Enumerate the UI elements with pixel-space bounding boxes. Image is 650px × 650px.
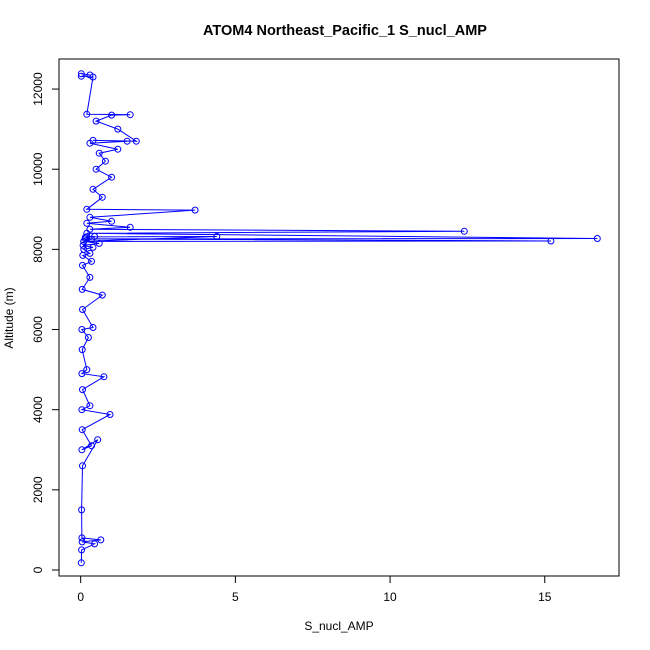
data-point xyxy=(77,559,85,567)
data-point xyxy=(83,205,91,213)
data-point xyxy=(108,173,116,181)
data-point xyxy=(86,249,94,257)
data-point xyxy=(83,219,91,227)
data-point xyxy=(83,366,91,374)
data-point xyxy=(123,137,131,145)
data-point xyxy=(88,257,95,265)
data-point xyxy=(79,261,86,269)
y-tick-label: 12000 xyxy=(31,72,45,106)
data-point xyxy=(95,149,103,157)
data-point xyxy=(89,136,97,144)
data-point xyxy=(89,324,97,331)
data-point xyxy=(126,111,134,119)
x-tick-label: 10 xyxy=(383,590,397,604)
data-point xyxy=(89,243,97,251)
data-point xyxy=(78,285,86,293)
series-layer xyxy=(77,70,601,567)
data-point xyxy=(89,185,97,193)
data-point xyxy=(79,386,86,394)
data-point xyxy=(106,411,114,418)
data-point xyxy=(84,334,92,341)
data-point xyxy=(80,245,88,253)
data-point xyxy=(100,373,108,381)
data-point xyxy=(126,223,134,231)
data-point xyxy=(92,165,100,173)
y-tick-label: 4000 xyxy=(31,396,45,423)
x-tick-label: 5 xyxy=(232,590,239,604)
data-point xyxy=(191,206,199,214)
data-point xyxy=(78,346,86,354)
data-point xyxy=(78,406,86,414)
x-axis: 0 5 10 15 xyxy=(77,575,552,604)
data-point xyxy=(78,426,86,434)
data-point xyxy=(108,217,116,225)
data-point xyxy=(97,536,105,544)
data-point xyxy=(92,117,100,125)
data-point xyxy=(78,370,86,378)
data-point xyxy=(132,137,140,145)
data-point xyxy=(78,506,86,514)
data-point xyxy=(101,157,109,165)
data-point xyxy=(593,235,601,242)
data-point xyxy=(114,145,122,153)
data-point xyxy=(95,239,103,247)
data-point xyxy=(78,446,86,454)
data-point xyxy=(79,241,87,249)
y-tick-label: 10000 xyxy=(31,152,45,186)
data-point xyxy=(78,326,86,333)
data-point xyxy=(86,402,94,410)
data-point xyxy=(91,540,99,548)
data-point xyxy=(91,233,99,240)
data-point xyxy=(78,546,86,554)
data-point xyxy=(78,534,86,542)
data-point xyxy=(98,291,106,299)
data-point xyxy=(86,213,94,221)
data-point xyxy=(88,442,95,450)
data-point xyxy=(213,233,221,240)
data-point xyxy=(77,70,85,78)
data-point xyxy=(108,111,116,119)
data-point xyxy=(83,110,91,118)
y-tick-label: 0 xyxy=(31,566,45,573)
data-point xyxy=(460,227,468,235)
x-tick-label: 15 xyxy=(538,590,552,604)
y-tick-label: 2000 xyxy=(31,476,45,503)
x-tick-label: 0 xyxy=(77,590,84,604)
x-axis-label: S_nucl_AMP xyxy=(304,619,373,633)
y-axis-label: Altitude (m) xyxy=(2,287,16,348)
data-point xyxy=(86,273,94,281)
y-tick-label: 6000 xyxy=(31,316,45,343)
y-axis: 0 2000 4000 6000 8000 10000 12000 xyxy=(31,72,60,573)
data-point xyxy=(79,462,86,470)
data-point xyxy=(114,125,122,133)
chart-title: ATOM4 Northeast_Pacific_1 S_nucl_AMP xyxy=(203,23,487,39)
data-point xyxy=(94,436,102,444)
data-point xyxy=(78,538,86,546)
data-point xyxy=(79,306,86,313)
data-point xyxy=(86,71,94,79)
data-point xyxy=(547,237,555,245)
data-point xyxy=(98,193,106,201)
data-point xyxy=(77,72,85,80)
data-point xyxy=(86,225,94,233)
y-tick-label: 8000 xyxy=(31,236,45,263)
